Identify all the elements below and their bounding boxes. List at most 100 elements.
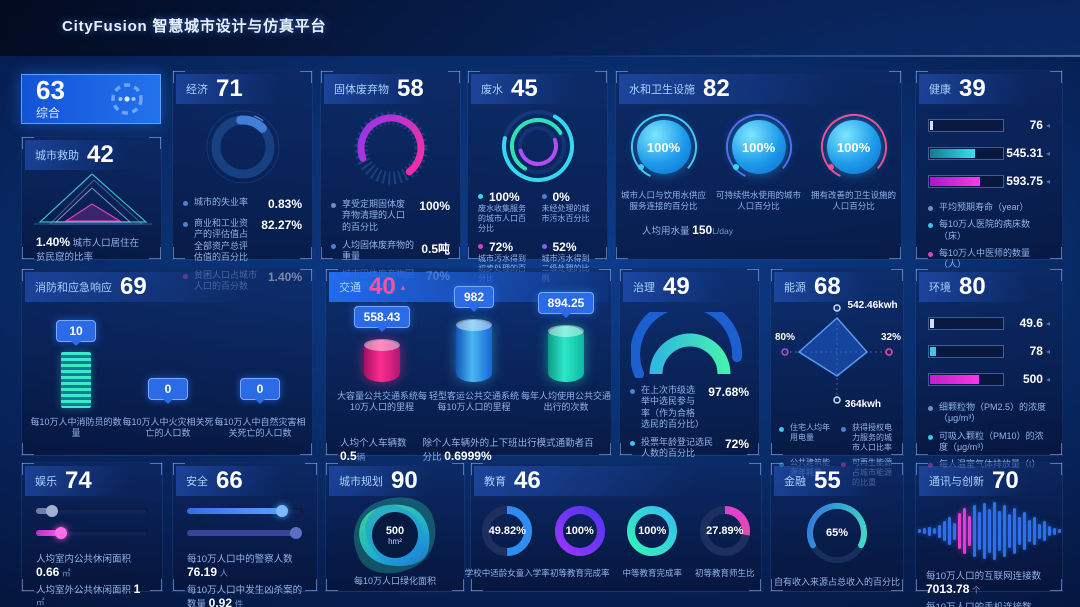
police-slider[interactable] [187, 505, 303, 517]
panel-title: 通讯与创新 [929, 476, 984, 488]
panel-water-sanitation[interactable]: 水和卫生设施 82 100% 城市人口与饮用水供应服务连接的百分比 [615, 70, 902, 260]
panel-environment[interactable]: 环境 80 49.6 ◂ 78 ◂ 500 ◂ 细颗粒物（PM2.5）的浓度（μg/m… [915, 268, 1063, 469]
panel-score: 45 [511, 75, 538, 102]
panel-score: 46 [514, 467, 541, 494]
stat-label: 城市人口居住在贫民窟的比率 [36, 238, 140, 263]
energy-axis-top: 542.46kwh [847, 300, 898, 311]
environment-legend: 细颗粒物（PM2.5）的浓度（μg/m³） 可吸入颗粒（PM10）的浓度（μg/… [916, 402, 1062, 470]
panel-title: 消防和应急响应 [35, 282, 112, 294]
panel-education[interactable]: 教育 46 49.82% 学校中适龄女童入学率 [465, 462, 762, 592]
traffic-cylinder-chart: 558.43 大容量公共交通系统每10万人口的里程 982 轻型客运公共交通系统… [326, 285, 611, 414]
firefighters-bar [61, 351, 91, 408]
value-tag: 982 [453, 285, 495, 312]
panel-title: 健康 [929, 84, 951, 96]
panel-communication[interactable]: 通讯与创新 70 每10万人口的互联网连接数 7013.78 个 每10万人口的… [915, 462, 1063, 607]
communication-stat-1: 每10万人口的互联网连接数 7013.78 个 [926, 571, 1042, 596]
panel-title: 治理 [633, 282, 655, 294]
water-gauges: 100% 城市人口与饮用水供应服务连接的百分比 100% 可持续供水使用的城市人… [616, 112, 901, 213]
value-tag: 10 [56, 319, 96, 346]
water-footer-stat: 人均用水量 150L/day [642, 222, 733, 237]
value-marker-icon: ◂ [1045, 346, 1050, 356]
traffic-footer-stats: 人均个人车辆数 0.5辆 除个人车辆外的上下班出行模式通勤者百分比 0.6999… [340, 438, 594, 463]
panel-score: 71 [216, 75, 243, 102]
indoor-leisure-slider[interactable] [36, 505, 148, 517]
panel-energy[interactable]: 能源 68 542.46kwh 80% 32% 364kwh 住宅人均年用电量 … [770, 268, 904, 487]
cylinder-bar [364, 338, 400, 382]
panel-score: 39 [959, 75, 986, 102]
signal-waveform-chart [916, 500, 1062, 562]
economy-donut-chart [173, 104, 312, 190]
panel-title: 交通 [339, 282, 361, 294]
panel-economy[interactable]: 经济 71 城市的失业率 0.83% 商业和工业资产的评估值占全部资产总评估值的百… [172, 70, 313, 291]
environment-bar-chart: 49.6 ◂ 78 ◂ 500 ◂ [916, 316, 1062, 386]
panel-traffic[interactable]: 交通 40 ▴ 558.43 大容量公共交通系统每10万人口的里程 982 轻型… [325, 268, 612, 463]
panel-score: 40 [369, 273, 396, 300]
panel-title: 能源 [784, 282, 806, 294]
value-tag: 894.25 [537, 291, 595, 318]
panel-urban-planning[interactable]: 城市规划 90 500 hm² 每10万人口绿化面积 [325, 462, 465, 592]
panel-score: 68 [814, 273, 841, 300]
value-marker-icon: ◂ [1045, 374, 1050, 384]
app-title: CityFusion 智慧城市设计与仿真平台 [62, 18, 327, 35]
panel-title: 城市救助 [35, 150, 79, 162]
panel-governance[interactable]: 治理 49 在上次市级选举中选民参与率（作为合格选民的百分比） 97.68% 投票… [619, 268, 760, 458]
panel-score: 74 [65, 467, 92, 494]
cylinder-bar [548, 324, 584, 382]
panel-wastewater[interactable]: 废水 45 100% 废水收集服务的城市人口百分比 0% 未经处理的城市污水百分… [467, 70, 608, 283]
panel-score: 70 [992, 467, 1019, 494]
panel-title: 经济 [186, 84, 208, 96]
panel-title: 教育 [484, 476, 506, 488]
value-marker-icon: ◂ [1045, 148, 1050, 158]
value-marker-icon: ◂ [1045, 318, 1050, 328]
panel-recreation[interactable]: 娱乐 74 人均室内公共休闲面积 0.66 ㎡ 人均室外公共休闲面积 1 ㎡ [21, 462, 163, 607]
panel-score: 55 [814, 467, 841, 494]
header-divider [540, 55, 1080, 57]
recreation-stat-2: 人均室外公共休闲面积 1 ㎡ [36, 582, 141, 607]
composite-gauge-icon [111, 83, 143, 115]
value-marker-icon: ◂ [1045, 176, 1050, 186]
panel-fire-emergency[interactable]: 消防和应急响应 69 10 每10万人中消防员的数量 0 每10万人中火灾相关死… [21, 268, 313, 456]
composite-score-card[interactable]: 63 综合 [21, 74, 161, 124]
governance-gauge-chart [620, 312, 759, 378]
water-gauge-1: 100% [629, 112, 699, 182]
safety-stat-2: 每10万人口中发生凶杀案的数量 0.92 件 [187, 585, 303, 607]
cylinder-bar [456, 318, 492, 382]
recreation-stat-1: 人均室内公共休闲面积 0.66 ㎡ [36, 554, 132, 579]
health-bar-chart: 76 ◂ 545.31 ◂ 593.75 ◂ [916, 118, 1062, 188]
top-bar: CityFusion 智慧城市设计与仿真平台 [0, 0, 1080, 56]
green-area-blob-chart: 500 hm² [342, 484, 448, 586]
homicide-slider[interactable] [187, 527, 303, 539]
energy-axis-right: 32% [880, 332, 901, 343]
education-donut-charts: 49.82% 学校中适龄女童入学率 100% 初等教育完成率 [465, 502, 761, 579]
planning-label: 每10万人口绿化面积 [353, 576, 436, 586]
outdoor-leisure-slider[interactable] [36, 527, 148, 539]
solid-waste-donut-chart [321, 104, 460, 192]
panel-health[interactable]: 健康 39 76 ◂ 545.31 ◂ 593.75 ◂ 平均预期寿命（year） 每… [915, 70, 1063, 269]
communication-stat-2: 每10万人口的手机连接数 29697.92 次 [916, 599, 1062, 607]
fire-bar-chart: 10 每10万人中消防员的数量 0 每10万人中火灾相关死亡的人口数 0 每10… [22, 302, 312, 440]
value-tag: 558.43 [353, 305, 411, 332]
energy-axis-left: 80% [775, 332, 796, 343]
panel-score: 49 [663, 273, 690, 300]
panel-title: 水和卫生设施 [629, 84, 695, 96]
energy-axis-bottom: 364kwh [844, 399, 882, 410]
panel-city-aid[interactable]: 城市救助 42 1.40% 城市人口居住在贫民窟的比率 [21, 136, 162, 263]
panel-finance[interactable]: 金融 55 65% 自有收入来源占总收入的百分比 [770, 462, 904, 592]
pedestrian-icon: ▴ [400, 281, 406, 292]
panel-score: 90 [391, 467, 418, 494]
panel-score: 66 [216, 467, 243, 494]
panel-score: 58 [397, 75, 424, 102]
panel-safety[interactable]: 安全 66 每10万人口中的警察人数 76.19 人 每10万人口中发生凶杀案的… [172, 462, 318, 607]
panel-solid-waste[interactable]: 固体废弃物 58 享受定期固体废弃物清理的人口的百分比 100% 人均固体废弃物的… [320, 70, 461, 291]
safety-stat-1: 每10万人口中的警察人数 76.19 人 [187, 554, 293, 579]
panel-score: 80 [959, 273, 986, 300]
stat-value: 1.40% [36, 235, 71, 249]
finance-label: 自有收入来源占总收入的百分比 [773, 577, 900, 587]
city-aid-stat: 1.40% 城市人口居住在贫民窟的比率 [22, 235, 161, 263]
composite-score: 63 [36, 75, 65, 105]
panel-title: 金融 [784, 476, 806, 488]
composite-label: 综合 [36, 106, 61, 120]
value-tag: 0 [240, 377, 280, 404]
wastewater-rings-chart [468, 104, 607, 188]
